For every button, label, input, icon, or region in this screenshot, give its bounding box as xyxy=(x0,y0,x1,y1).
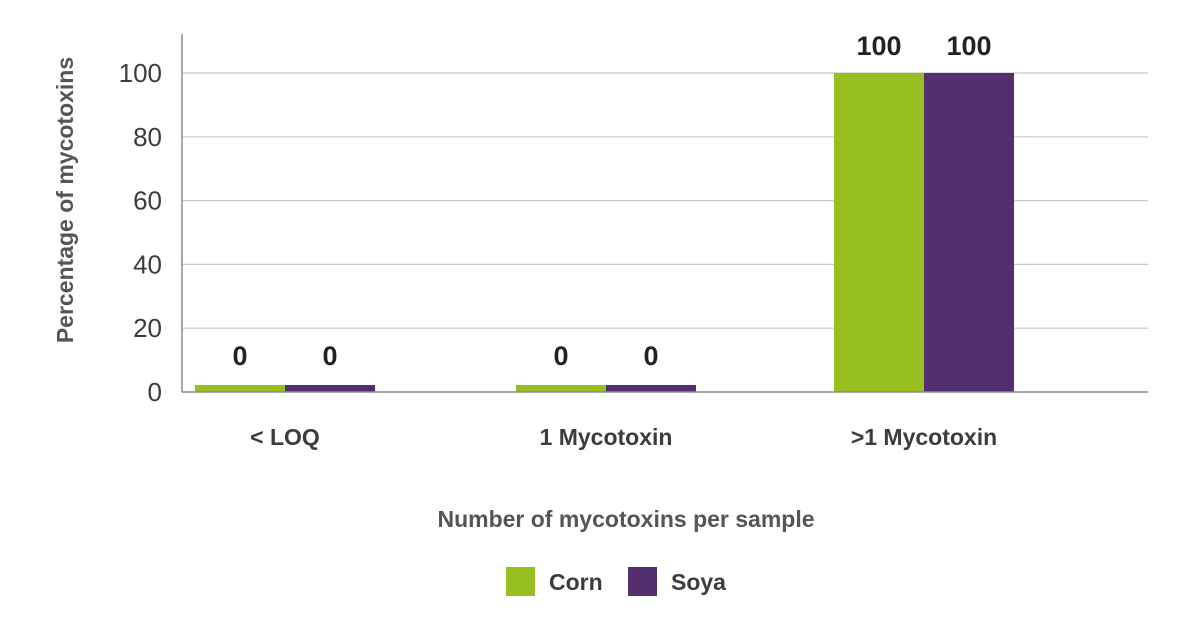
x-axis-title: Number of mycotoxins per sample xyxy=(437,506,814,532)
x-tick-label: 1 Mycotoxin xyxy=(540,424,673,450)
y-axis-title: Percentage of mycotoxins xyxy=(52,57,78,343)
bar-soya xyxy=(924,73,1014,392)
x-tick-label: < LOQ xyxy=(250,424,320,450)
y-tick-label: 20 xyxy=(133,313,162,343)
data-label: 0 xyxy=(643,341,658,371)
bar-soya xyxy=(285,385,375,392)
data-label: 0 xyxy=(322,341,337,371)
legend-swatch-soya xyxy=(628,567,657,596)
data-label: 100 xyxy=(946,31,991,61)
legend-label-soya: Soya xyxy=(671,569,726,595)
bars xyxy=(195,73,1014,392)
y-axis-ticks: 0 20 40 60 80 100 xyxy=(119,58,162,407)
x-tick-label: >1 Mycotoxin xyxy=(851,424,997,450)
data-label: 100 xyxy=(856,31,901,61)
legend-label-corn: Corn xyxy=(549,569,603,595)
y-tick-label: 40 xyxy=(133,249,162,279)
data-labels: 0 0 0 0 100 100 xyxy=(232,31,991,371)
y-tick-label: 100 xyxy=(119,58,162,88)
legend-swatch-corn xyxy=(506,567,535,596)
x-axis-categories: < LOQ 1 Mycotoxin >1 Mycotoxin xyxy=(250,424,997,450)
data-label: 0 xyxy=(553,341,568,371)
y-tick-label: 80 xyxy=(133,122,162,152)
bar-corn xyxy=(834,73,924,392)
data-label: 0 xyxy=(232,341,247,371)
legend: Corn Soya xyxy=(506,567,726,596)
y-tick-label: 0 xyxy=(148,377,162,407)
y-tick-label: 60 xyxy=(133,186,162,216)
bar-corn xyxy=(195,385,285,392)
bar-corn xyxy=(516,385,606,392)
bar-soya xyxy=(606,385,696,392)
